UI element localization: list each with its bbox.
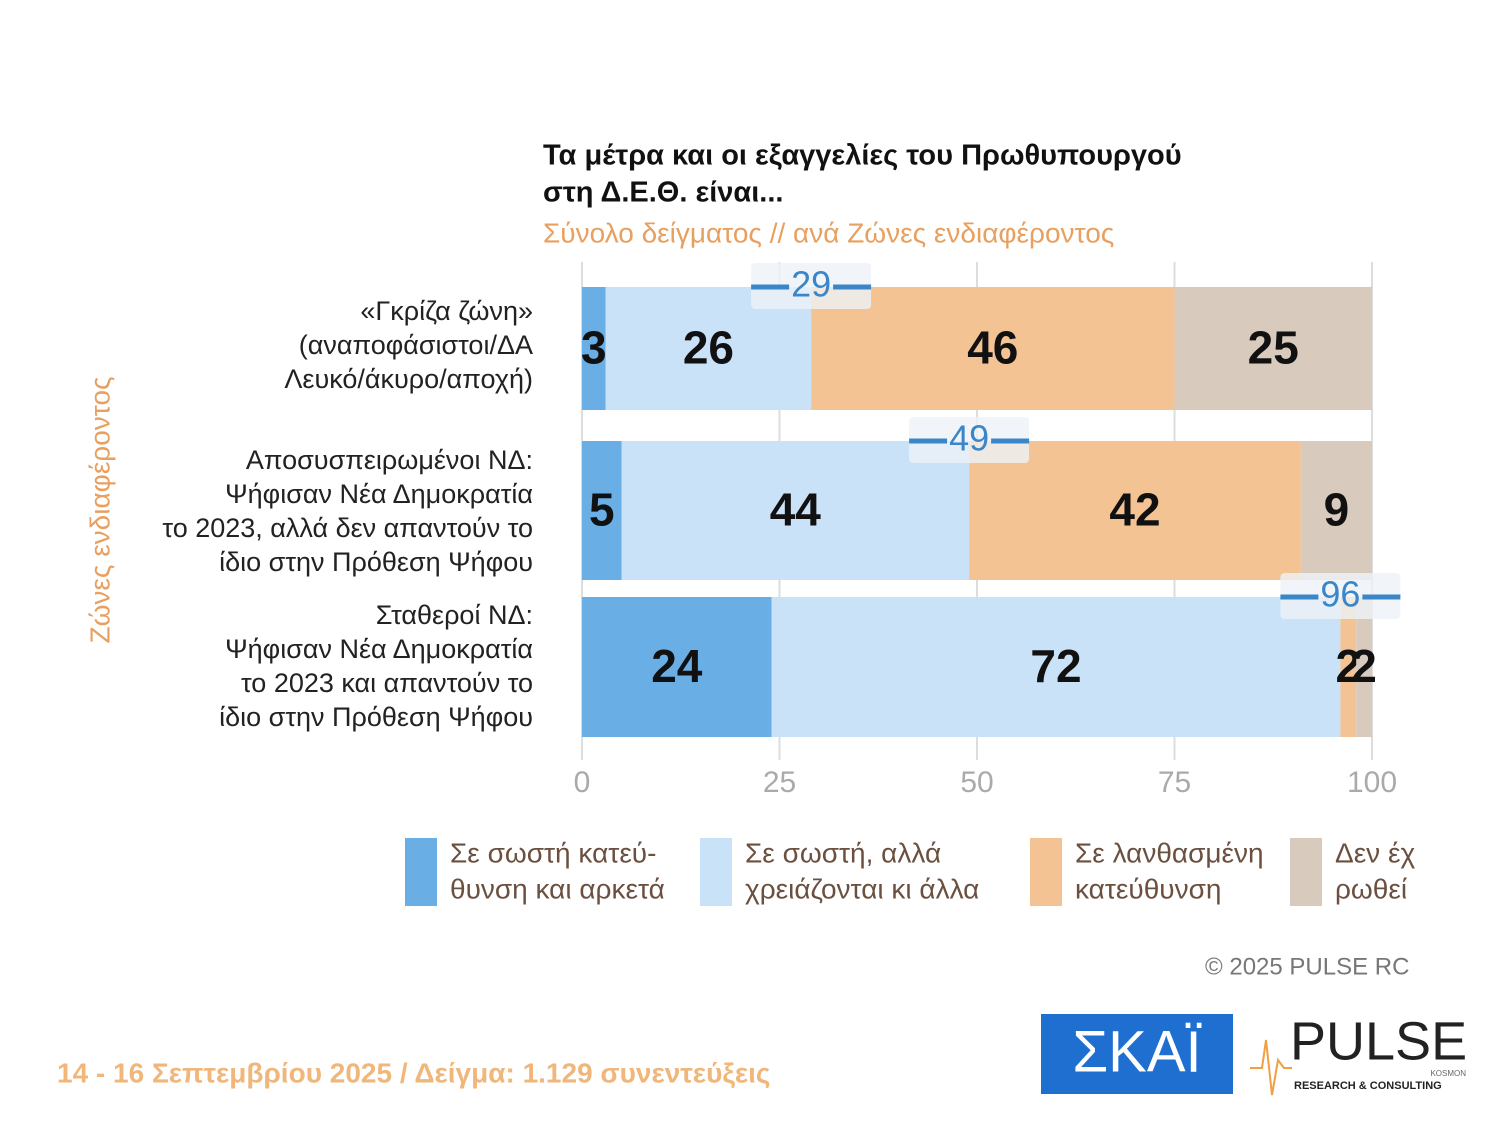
total-label: 29 (791, 264, 831, 305)
y-axis-label: Ζώνες ενδιαφέροντος (84, 376, 115, 643)
x-tick-label: 100 (1347, 766, 1397, 799)
value-label: 25 (1248, 322, 1299, 374)
bar-segment (811, 287, 1175, 410)
chart-subtitle: Σύνολο δείγματος // ανά Ζώνες ενδιαφέρον… (543, 217, 1114, 248)
legend-label: θυνση και αρκετά (450, 873, 665, 904)
value-label: 3 (581, 322, 607, 374)
x-tick-label: 75 (1158, 766, 1191, 799)
category-label: (αναποφάσιστοι/ΔΑ (299, 330, 533, 360)
value-label: 42 (1109, 484, 1160, 536)
value-label: 24 (651, 640, 703, 692)
legend-swatch (1030, 838, 1062, 906)
legend-swatch (405, 838, 437, 906)
chart-title: Τα μέτρα και οι εξαγγελίες του Πρωθυπουρ… (543, 140, 1182, 172)
total-box (751, 263, 872, 309)
pulse-logo: PULSE (1290, 1011, 1467, 1071)
value-label: 9 (1324, 484, 1350, 536)
total-box (1280, 573, 1401, 619)
bar-segment (1174, 287, 1372, 410)
pulse-logo-sub: RESEARCH & CONSULTING (1294, 1080, 1442, 1092)
category-label: Λευκό/άκυρο/αποχή) (284, 364, 533, 394)
skai-logo-bg (1041, 1014, 1233, 1094)
legend-swatch (700, 838, 732, 906)
kosmon-logo: KOSMON (1430, 1069, 1466, 1078)
value-label: 44 (770, 484, 822, 536)
value-label: 46 (967, 322, 1018, 374)
value-label: 2 (1351, 640, 1377, 692)
category-label: ίδιο στην Πρόθεση Ψήφου (219, 702, 533, 732)
skai-logo: ΣΚΑΪ (1072, 1019, 1201, 1084)
bar-segment (582, 597, 772, 737)
pulse-logo-line (1250, 1039, 1292, 1096)
x-tick-label: 25 (763, 766, 796, 799)
category-label: «Γκρίζα ζώνη» (360, 296, 533, 326)
total-label: 49 (949, 418, 989, 459)
legend-label: κατεύθυνση (1075, 873, 1221, 904)
legend-label: Δεν έχ (1335, 837, 1415, 868)
bar-segment (582, 441, 622, 580)
category-label: Αποσυσπειρωμένοι ΝΔ: (246, 445, 533, 475)
legend-label: Σε σωστή κατεύ- (450, 837, 656, 868)
bar-segment (1356, 597, 1372, 737)
bar-segment (1340, 597, 1357, 737)
bar-segment (771, 597, 1341, 737)
copyright: © 2025 PULSE RC (1205, 953, 1409, 980)
category-label: ίδιο στην Πρόθεση Ψήφου (219, 547, 533, 577)
footer: 14 - 16 Σεπτεμβρίου 2025 / Δείγμα: 1.129… (57, 1057, 770, 1088)
value-label: 72 (1030, 640, 1081, 692)
category-label: Σταθεροί ΝΔ: (376, 600, 533, 630)
value-label: 5 (589, 484, 615, 536)
legend-label: χρειάζονται κι άλλα (745, 873, 979, 904)
total-box (909, 417, 1030, 463)
category-label: Ψήφισαν Νέα Δημοκρατία (225, 634, 533, 664)
bar-segment (582, 287, 606, 410)
legend-label: Σε λανθασμένη (1075, 837, 1264, 868)
total-label: 96 (1320, 574, 1360, 615)
bar-segment (1300, 441, 1372, 580)
category-label: το 2023, αλλά δεν απαντούν το (162, 513, 533, 543)
x-tick-label: 0 (574, 766, 591, 799)
chart-title: στη Δ.Ε.Θ. είναι... (543, 177, 783, 209)
category-label: το 2023 και απαντούν το (241, 668, 533, 698)
x-tick-label: 50 (960, 766, 993, 799)
legend-swatch (1290, 838, 1322, 906)
bar-segment (969, 441, 1301, 580)
value-label: 26 (683, 322, 734, 374)
bar-segment (621, 441, 970, 580)
legend-label: Σε σωστή, αλλά (745, 837, 941, 868)
legend-label: ρωθεί (1335, 873, 1407, 904)
category-label: Ψήφισαν Νέα Δημοκρατία (225, 479, 533, 509)
